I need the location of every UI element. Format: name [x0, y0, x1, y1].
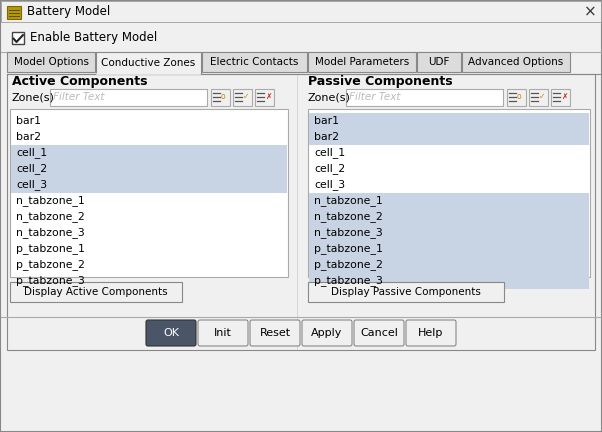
Bar	[11, 161, 287, 177]
Text: bar2: bar2	[314, 132, 339, 142]
Bar	[346, 89, 503, 106]
Text: p_tabzone_3: p_tabzone_3	[314, 276, 383, 286]
Text: Filter Text: Filter Text	[349, 92, 400, 102]
Text: Advanced Options: Advanced Options	[468, 57, 563, 67]
Bar	[308, 282, 504, 302]
Bar	[50, 89, 207, 106]
Bar	[1, 1, 601, 22]
Text: o: o	[221, 92, 226, 101]
Bar	[10, 109, 288, 277]
Text: o: o	[517, 92, 521, 101]
Bar	[309, 193, 589, 209]
FancyBboxPatch shape	[354, 320, 404, 346]
Bar	[7, 52, 95, 72]
Bar	[551, 89, 570, 106]
Text: ✓: ✓	[539, 92, 545, 101]
Text: ✗: ✗	[265, 92, 272, 101]
Text: Passive Components: Passive Components	[308, 76, 453, 89]
Text: Cancel: Cancel	[360, 328, 398, 338]
Bar	[309, 273, 589, 289]
Text: ✓: ✓	[243, 92, 249, 101]
Text: p_tabzone_1: p_tabzone_1	[16, 244, 85, 254]
Text: n_tabzone_2: n_tabzone_2	[16, 212, 85, 222]
Bar	[7, 6, 21, 19]
Text: Model Options: Model Options	[13, 57, 88, 67]
Text: cell_1: cell_1	[314, 148, 345, 159]
Bar	[309, 113, 589, 129]
Text: n_tabzone_1: n_tabzone_1	[16, 196, 85, 206]
Text: Display Passive Components: Display Passive Components	[331, 287, 481, 297]
Bar	[255, 89, 274, 106]
Bar	[309, 225, 589, 241]
Text: Init: Init	[214, 328, 232, 338]
Text: bar1: bar1	[16, 116, 41, 126]
Bar	[308, 52, 416, 72]
Bar	[11, 177, 287, 193]
Bar	[529, 89, 548, 106]
FancyBboxPatch shape	[406, 320, 456, 346]
Text: cell_2: cell_2	[314, 164, 345, 175]
Text: Apply: Apply	[311, 328, 343, 338]
Bar	[309, 129, 589, 145]
Text: ×: ×	[583, 4, 597, 19]
Text: n_tabzone_3: n_tabzone_3	[314, 228, 383, 238]
Text: cell_1: cell_1	[16, 148, 47, 159]
Bar	[309, 209, 589, 225]
Text: bar1: bar1	[314, 116, 339, 126]
Bar	[211, 89, 230, 106]
Text: Electric Contacts: Electric Contacts	[210, 57, 298, 67]
Text: p_tabzone_2: p_tabzone_2	[16, 260, 85, 270]
Text: Conductive Zones: Conductive Zones	[101, 58, 195, 68]
Bar	[10, 282, 182, 302]
Bar	[507, 89, 526, 106]
Text: Zone(s): Zone(s)	[308, 92, 351, 102]
FancyBboxPatch shape	[198, 320, 248, 346]
Text: cell_3: cell_3	[16, 180, 47, 191]
Text: Battery Model: Battery Model	[27, 6, 110, 19]
Bar	[7, 74, 595, 350]
Text: Enable Battery Model: Enable Battery Model	[30, 32, 157, 44]
Text: n_tabzone_3: n_tabzone_3	[16, 228, 85, 238]
Text: cell_3: cell_3	[314, 180, 345, 191]
Bar	[96, 52, 201, 74]
Text: bar2: bar2	[16, 132, 41, 142]
Text: p_tabzone_3: p_tabzone_3	[16, 276, 85, 286]
Text: n_tabzone_2: n_tabzone_2	[314, 212, 383, 222]
FancyBboxPatch shape	[302, 320, 352, 346]
Bar	[417, 52, 461, 72]
FancyBboxPatch shape	[146, 320, 196, 346]
Bar	[12, 32, 24, 44]
Text: p_tabzone_1: p_tabzone_1	[314, 244, 383, 254]
Bar	[462, 52, 570, 72]
Text: Filter Text: Filter Text	[53, 92, 105, 102]
Text: p_tabzone_2: p_tabzone_2	[314, 260, 383, 270]
Text: Model Parameters: Model Parameters	[315, 57, 409, 67]
Text: Reset: Reset	[259, 328, 291, 338]
Bar	[233, 89, 252, 106]
Text: Help: Help	[418, 328, 444, 338]
Text: Active Components: Active Components	[12, 76, 147, 89]
Bar	[309, 241, 589, 257]
Text: OK: OK	[163, 328, 179, 338]
Text: n_tabzone_1: n_tabzone_1	[314, 196, 383, 206]
Text: Zone(s): Zone(s)	[12, 92, 55, 102]
Bar	[202, 52, 307, 72]
Text: Display Active Components: Display Active Components	[24, 287, 168, 297]
Text: UDF: UDF	[428, 57, 450, 67]
FancyBboxPatch shape	[250, 320, 300, 346]
Text: ✗: ✗	[561, 92, 567, 101]
Text: cell_2: cell_2	[16, 164, 47, 175]
Bar	[308, 109, 590, 277]
Bar	[309, 257, 589, 273]
Bar	[11, 145, 287, 161]
